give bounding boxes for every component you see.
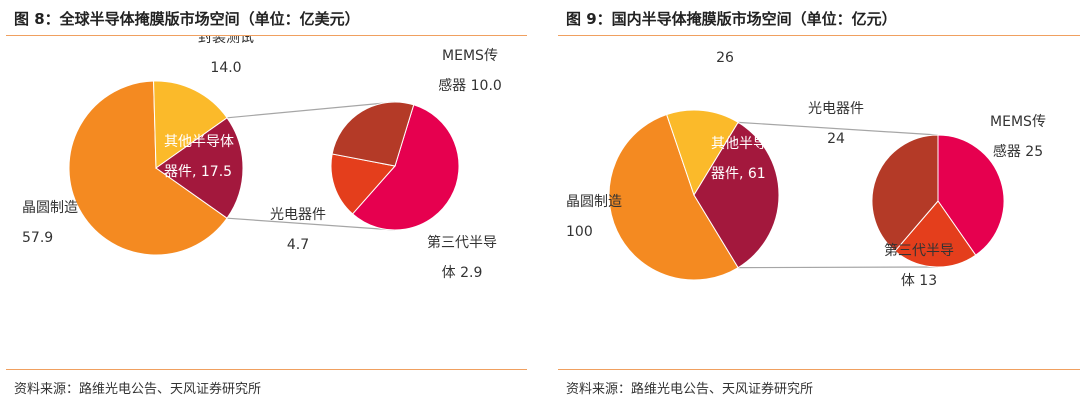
data-label-晶圆制造: 晶圆制造 57.9 xyxy=(22,200,78,246)
pie-slice-其他半导体器件 xyxy=(693,121,780,269)
data-label-其他半导体器件: 其他半导体器件, 17.5 xyxy=(164,134,234,180)
sub-pie-slice-第三代半导体 xyxy=(894,200,977,268)
data-label-MEMS传感器: MEMS传感器 25 xyxy=(990,114,1046,160)
pie-of-pie-chart-global: 晶圆制造 57.9 封装测试 14.0 其他半导体器件, 17.5 MEMS传感器 10.… xyxy=(22,36,502,281)
data-label-光电器件: 光电器件 24 xyxy=(808,101,864,147)
sub-pie-slice-光电器件 xyxy=(871,134,939,252)
connector-line-top xyxy=(738,121,939,136)
data-label-晶圆制造: 晶圆制造 100 xyxy=(566,194,622,240)
data-label-第三代半导体: 第三代半导体 2.9 xyxy=(427,234,497,281)
connector-line-top xyxy=(227,101,396,119)
pie-slice-封装测试 xyxy=(666,109,739,197)
pie-slice-封装测试 xyxy=(153,80,228,169)
data-label-其他半导体器件: 其他半导体器件, 61 xyxy=(711,136,781,182)
chart-title: 图 9：国内半导体掩膜版市场空间（单位：亿元） xyxy=(566,10,897,28)
chart-panel-global: 图 8：全球半导体掩膜版市场空间（单位：亿美元） 晶圆制造 57.9 封装测试 14.… xyxy=(0,0,527,408)
source-rule xyxy=(558,369,1080,370)
connector-line-bottom xyxy=(227,217,396,231)
connector-line-bottom xyxy=(738,266,939,269)
sub-pie-slice-第三代半导体 xyxy=(330,153,396,215)
pie-slice-晶圆制造 xyxy=(68,80,228,256)
source-note: 资料来源：路维光电公告、天风证券研究所 xyxy=(566,382,814,397)
sub-pie-slice-光电器件 xyxy=(331,101,415,167)
source-note: 资料来源：路维光电公告、天风证券研究所 xyxy=(14,382,262,397)
data-label-封装测试: 封装测试26 xyxy=(697,36,753,66)
title-rule xyxy=(558,35,1080,36)
source-rule xyxy=(6,369,527,370)
data-label-封装测试: 封装测试 14.0 xyxy=(198,36,254,76)
data-label-MEMS传感器: MEMS传感器 10.0 xyxy=(438,48,502,94)
data-label-第三代半导体: 第三代半导体 13 xyxy=(884,242,954,289)
chart-title: 图 8：全球半导体掩膜版市场空间（单位：亿美元） xyxy=(14,10,360,28)
sub-pie-slice-MEMS传感器 xyxy=(351,104,460,231)
data-label-光电器件: 光电器件 4.7 xyxy=(270,207,326,253)
title-rule xyxy=(6,35,527,36)
sub-pie-slice-MEMS传感器 xyxy=(937,134,1005,256)
pie-slice-晶圆制造 xyxy=(608,113,739,281)
pie-slice-其他半导体器件 xyxy=(155,117,244,219)
